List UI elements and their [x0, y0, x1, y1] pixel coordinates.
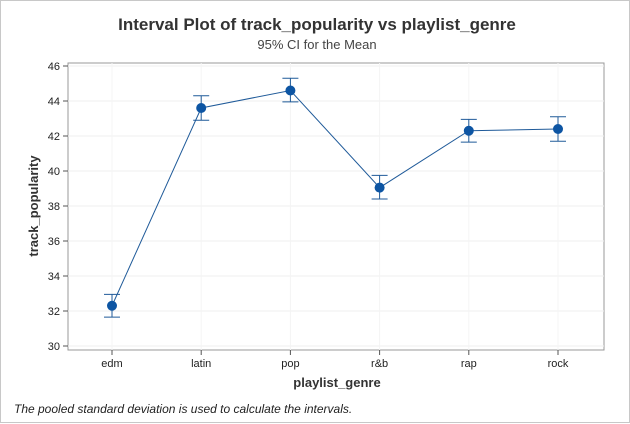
series: [104, 77, 566, 318]
x-tick-label: edm: [101, 358, 122, 370]
interval-rock: [550, 116, 566, 142]
x-tick-label: pop: [281, 358, 299, 370]
y-axis: 30 32 34 36 38 40 42 44 46: [48, 61, 68, 353]
x-tick-label: latin: [191, 358, 211, 370]
mean-connect-line: [111, 89, 559, 306]
y-tick-label: 38: [48, 201, 60, 213]
interval-pop: [282, 77, 299, 103]
y-tick-label: 40: [48, 166, 60, 178]
mean-point: [285, 85, 296, 96]
y-tick-label: 44: [48, 96, 60, 108]
interval-latin: [193, 95, 210, 121]
x-tick-label: rap: [461, 358, 477, 370]
y-tick-label: 34: [48, 271, 60, 283]
interval-edm: [104, 293, 120, 318]
y-tick-label: 46: [48, 61, 60, 73]
y-tick-label: 30: [48, 341, 60, 353]
y-tick-label: 42: [48, 131, 60, 143]
mean-point: [107, 300, 117, 311]
chart-title: Interval Plot of track_popularity vs pla…: [118, 15, 516, 34]
y-tick-label: 32: [48, 306, 60, 318]
gridlines: [68, 63, 604, 350]
mean-point: [463, 125, 474, 136]
chart-subtitle: 95% CI for the Mean: [257, 37, 376, 52]
mean-point: [553, 124, 563, 134]
x-tick-label: r&b: [371, 358, 388, 370]
y-axis-label: track_popularity: [26, 155, 41, 257]
mean-point: [196, 103, 207, 113]
y-tick-label: 36: [48, 236, 60, 248]
mean-point: [374, 182, 385, 193]
x-axis: edm latin pop r&b rap rock: [101, 350, 569, 370]
interval-rap: [460, 118, 477, 143]
x-axis-label: playlist_genre: [293, 375, 380, 390]
x-tick-label: rock: [548, 358, 569, 370]
interval-rb: [371, 174, 388, 200]
footnote: The pooled standard deviation is used to…: [14, 402, 353, 416]
